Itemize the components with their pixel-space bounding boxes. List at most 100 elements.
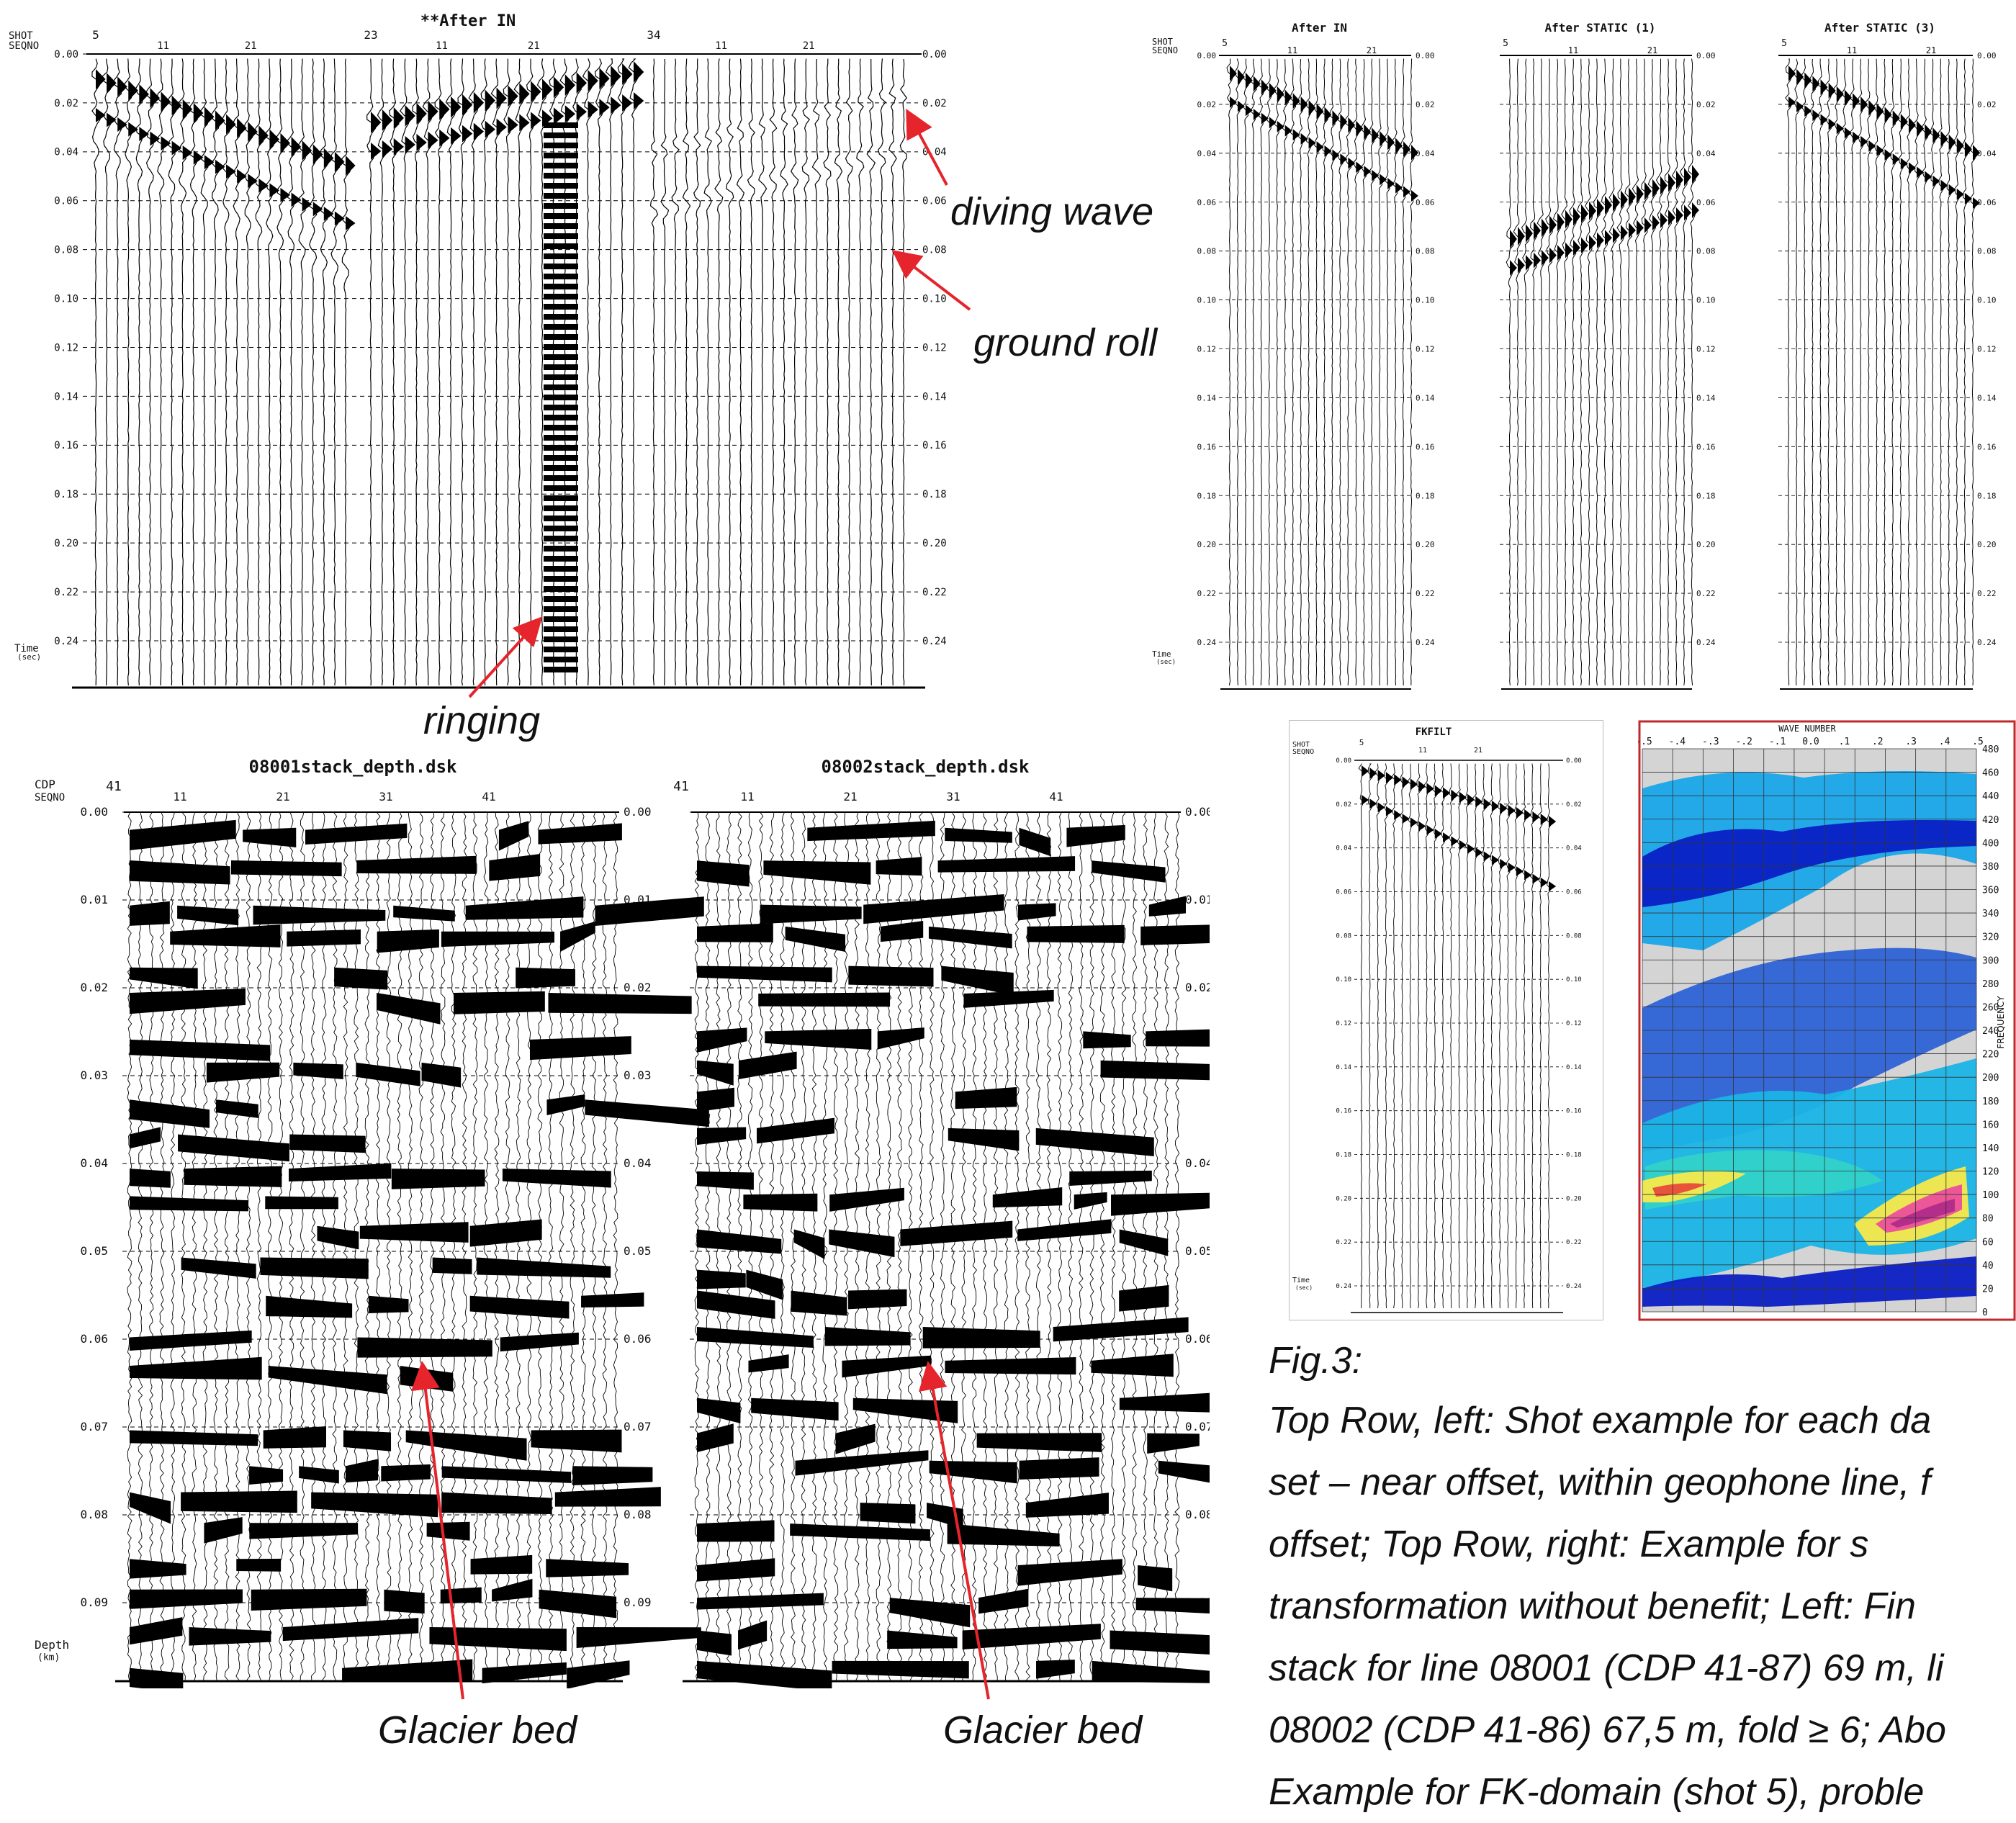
reflector-band [293,1062,343,1080]
trace-label: 41 [1049,790,1063,804]
seismic-trace [559,811,564,1681]
reflector-band [368,1295,409,1313]
wavelet-fill [1844,127,1852,139]
wavelet-fill [1261,79,1269,96]
y-tick-label: 0.06 [1185,1332,1210,1346]
seismic-trace [714,58,724,685]
wavelet-fill [1964,141,1972,158]
y-tick-label: 0.18 [54,489,78,500]
y-tick-label: 0.16 [1336,1108,1351,1115]
y-tick-label: 0.04 [1336,845,1351,852]
wavelet-fill [1652,179,1660,198]
seismic-trace [758,811,764,1681]
fk-y-tick: 260 [1982,1002,1999,1013]
reflector-band [454,991,545,1014]
wavelet-fill [1364,124,1372,140]
wavelet-fill [1300,96,1308,113]
wavelet-fill [622,63,633,86]
y-tick-label: 0.18 [1336,1152,1351,1159]
seismic-trace [386,811,392,1681]
y-tick-label: 0.18 [1977,491,1997,500]
fk-spectrum-plot: WAVE NUMBER-.5-.4-.3-.2-.10.0.1.2.3.4.54… [1638,720,2016,1321]
y-tick-label: 0.06 [1977,198,1997,207]
fk-x-tick: .4 [1939,737,1950,747]
trace-label: 11 [715,40,727,52]
reflector-band [824,1326,911,1346]
wavelet-fill [416,133,427,151]
ringing-band [544,566,578,572]
y-tick-label: 0.06 [1696,198,1716,207]
y-tick-label: 0.20 [1696,540,1716,549]
wavelet-fill [531,112,541,130]
reflector-band [785,926,846,953]
seismic-trace [845,58,853,686]
reflector-band [757,1117,834,1144]
seismic-trace [897,811,903,1681]
seismic-trace [950,811,956,1681]
wavelet-fill [1387,178,1395,190]
y-tick-label: 0.20 [1566,1195,1582,1202]
y-tick-label: 0.08 [1977,247,1997,256]
seismic-trace [758,58,768,686]
fk-x-tick: .5 [1972,737,1984,747]
trace-label: 41 [482,790,495,804]
reflector-band [381,1464,431,1482]
y-tick-label: 0.04 [54,147,78,158]
seismic-trace [389,58,400,686]
caption-line: offset; Top Row, right: Example for s [1269,1523,1869,1565]
wavelet-fill [1483,851,1491,862]
seismic-trace [1968,58,1976,686]
seismic-trace [457,58,468,686]
wavelet-fill [280,132,291,153]
seismic-trace [232,58,242,686]
fk-y-tick: 140 [1982,1143,1999,1154]
wavelet-fill [1876,144,1884,156]
seismic-trace [505,811,510,1681]
wavelet-fill [1884,149,1892,161]
wavelet-fill [1884,107,1892,123]
wavelet-fill [107,112,117,127]
header-label: SEQNO [1152,45,1178,55]
seismic-trace [844,811,850,1681]
reflector-band [489,854,541,881]
reflector-band [130,967,198,989]
wavelet-fill [451,96,462,118]
reflector-band [1158,1460,1210,1483]
ringing-band [544,636,578,642]
wavelet-fill [1403,186,1410,198]
wavelet-fill [1853,131,1860,143]
reflector-band [955,1086,1017,1109]
y-tick-label: 0.24 [922,636,947,647]
seismic-trace [1824,58,1832,686]
reflector-band [835,1423,876,1454]
y-tick-label: 0.01 [1185,893,1210,906]
fk-y-tick: 440 [1982,791,1999,802]
seismic-trace [737,811,742,1681]
seismic-trace [224,811,230,1681]
wavelet-fill [1380,130,1387,147]
y-tick-label: 0.04 [624,1156,652,1170]
ringing-band [544,536,578,541]
y-tick-label: 0.18 [1197,491,1217,500]
seismic-trace [790,811,796,1681]
reflector-band [538,823,622,845]
seismic-trace [1912,58,1921,686]
wavelet-fill [258,125,269,146]
wavelet-fill [382,140,393,158]
reflector-band [1066,824,1125,847]
y-tick-label: 0.02 [1696,100,1716,109]
seismic-trace [1035,811,1041,1681]
seismic-trace [671,58,680,686]
y-tick-label: 0.03 [624,1068,652,1082]
wavelet-fill [269,129,279,150]
seismic-trace [993,811,999,1680]
reflector-band [181,1257,256,1279]
reflector-band [697,1290,775,1319]
wavelet-fill [204,155,215,170]
reflector-band [130,1099,210,1128]
wavelet-fill [564,105,576,123]
wavelet-fill [519,83,530,105]
seismic-trace [865,811,870,1681]
caption-line: Top Row, left: Shot example for each da [1269,1400,1932,1441]
wavelet-fill [323,206,334,221]
